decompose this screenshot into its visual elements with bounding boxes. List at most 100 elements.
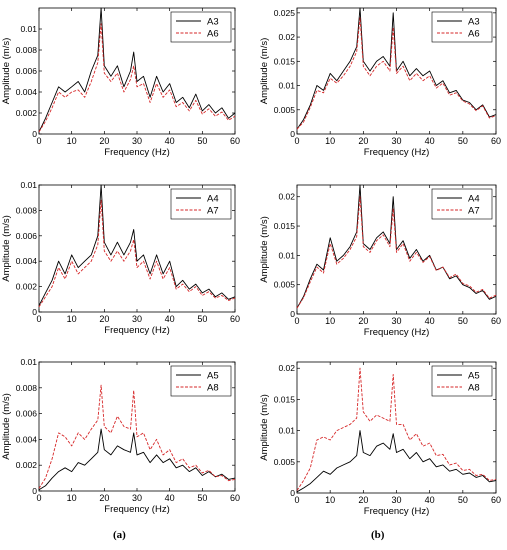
x-tick-label: 30 (132, 314, 142, 324)
y-tick-label: 0.02 (278, 192, 295, 202)
x-tick-label: 60 (491, 495, 501, 505)
legend-label-a8: A8 (468, 383, 480, 394)
legend-label-a3: A3 (207, 17, 219, 28)
x-axis-label: Frequency (Hz) (364, 506, 429, 517)
x-tick-label: 30 (132, 136, 142, 146)
legend-label-a5: A5 (207, 371, 219, 382)
x-tick-label: 10 (325, 316, 335, 326)
legend-label-a5: A5 (468, 371, 480, 382)
x-axis-label: Frequency (Hz) (104, 325, 169, 336)
y-tick-label: 0 (290, 309, 295, 319)
x-tick-label: 60 (230, 314, 240, 324)
y-tick-label: 0.006 (16, 66, 38, 76)
chart-a2: 0 10 20 30 40 50 60 0 0.002 0.004 0.006 0.008 0.01 Fr… (1, 180, 240, 336)
x-tick-label: 60 (230, 493, 240, 503)
x-tick-label: 40 (165, 493, 175, 503)
series-line-a8 (38, 384, 236, 489)
x-tick-label: 20 (358, 136, 368, 146)
series-line-a5 (38, 428, 236, 491)
y-tick-label: 0 (290, 129, 295, 139)
series-line-a4 (38, 184, 236, 306)
y-axis-label: Amplitude (m/s) (1, 215, 12, 282)
y-tick-label: 0.004 (16, 87, 38, 97)
legend-box (170, 11, 232, 43)
x-axis-label: Frequency (Hz) (364, 147, 429, 158)
legend-label-a6: A6 (207, 29, 219, 40)
legend-box (170, 365, 232, 397)
series-line-a8 (296, 367, 497, 491)
y-tick-label: 0.01 (20, 357, 37, 367)
legend-label-a3: A3 (468, 17, 480, 28)
legend-label-a7: A7 (468, 206, 480, 217)
y-tick-label: 0.008 (16, 205, 38, 215)
y-tick-label: 0.005 (274, 105, 296, 115)
legend-box (431, 188, 493, 220)
y-tick-label: 0.01 (20, 180, 37, 190)
legend-label-a6: A6 (468, 29, 480, 40)
x-tick-label: 0 (36, 314, 41, 324)
chart-b2: 0 10 20 30 40 50 60 0 0.005 0.01 0.015 0.02 Frequenc… (259, 184, 501, 338)
chart-b1: 0 10 20 30 40 50 60 0 0.005 0.01 0.015 0.02 0.025 Fre… (259, 7, 501, 158)
y-tick-label: 0.015 (274, 221, 296, 231)
y-tick-label: 0.008 (16, 45, 38, 55)
series-line-a7 (296, 196, 497, 309)
y-tick-label: 0.002 (16, 460, 38, 470)
y-tick-label: 0 (32, 129, 37, 139)
column-label-a: (a) (113, 529, 126, 541)
y-tick-label: 0 (32, 307, 37, 317)
y-tick-label: 0.01 (278, 426, 295, 436)
y-tick-label: 0.02 (278, 32, 295, 42)
x-axis-label: Frequency (Hz) (364, 327, 429, 338)
series-line-a7 (38, 199, 236, 308)
x-tick-label: 50 (458, 136, 468, 146)
x-axis-label: Frequency (Hz) (104, 504, 169, 515)
x-tick-label: 40 (425, 316, 435, 326)
y-tick-label: 0.01 (278, 81, 295, 91)
series-line-a6 (38, 23, 236, 133)
x-tick-label: 0 (36, 136, 41, 146)
y-axis-label: Amplitude (m/s) (259, 216, 270, 283)
legend-box (431, 365, 493, 397)
y-tick-label: 0 (290, 488, 295, 498)
legend-box (431, 11, 493, 43)
series-line-a3 (38, 7, 236, 133)
x-tick-label: 20 (99, 314, 109, 324)
x-tick-label: 30 (391, 136, 401, 146)
x-tick-label: 30 (391, 495, 401, 505)
y-tick-label: 0.004 (16, 256, 38, 266)
x-tick-label: 60 (491, 316, 501, 326)
x-tick-label: 60 (491, 136, 501, 146)
y-tick-label: 0.006 (16, 409, 38, 419)
x-tick-label: 10 (67, 493, 77, 503)
y-tick-label: 0.005 (274, 457, 296, 467)
x-tick-label: 40 (425, 495, 435, 505)
x-tick-label: 0 (36, 493, 41, 503)
x-tick-label: 20 (358, 495, 368, 505)
series-line-a3 (296, 7, 497, 130)
legend-label-a4: A4 (468, 194, 480, 205)
x-tick-label: 50 (458, 495, 468, 505)
y-tick-label: 0.02 (278, 363, 295, 373)
y-axis-label: Amplitude (m/s) (259, 394, 270, 461)
y-tick-label: 0.008 (16, 383, 38, 393)
column-label-b: (b) (371, 529, 385, 541)
y-axis-label: Amplitude (m/s) (1, 393, 12, 460)
y-tick-label: 0.015 (274, 394, 296, 404)
x-tick-label: 20 (358, 316, 368, 326)
x-tick-label: 0 (294, 316, 299, 326)
y-tick-label: 0.01 (278, 250, 295, 260)
x-tick-label: 50 (197, 314, 207, 324)
y-tick-label: 0.002 (16, 282, 38, 292)
x-tick-label: 10 (325, 495, 335, 505)
x-tick-label: 10 (67, 136, 77, 146)
x-tick-label: 40 (165, 314, 175, 324)
x-tick-label: 30 (132, 493, 142, 503)
x-tick-label: 0 (294, 136, 299, 146)
x-tick-label: 50 (197, 136, 207, 146)
y-tick-label: 0.006 (16, 231, 38, 241)
x-tick-label: 10 (325, 136, 335, 146)
